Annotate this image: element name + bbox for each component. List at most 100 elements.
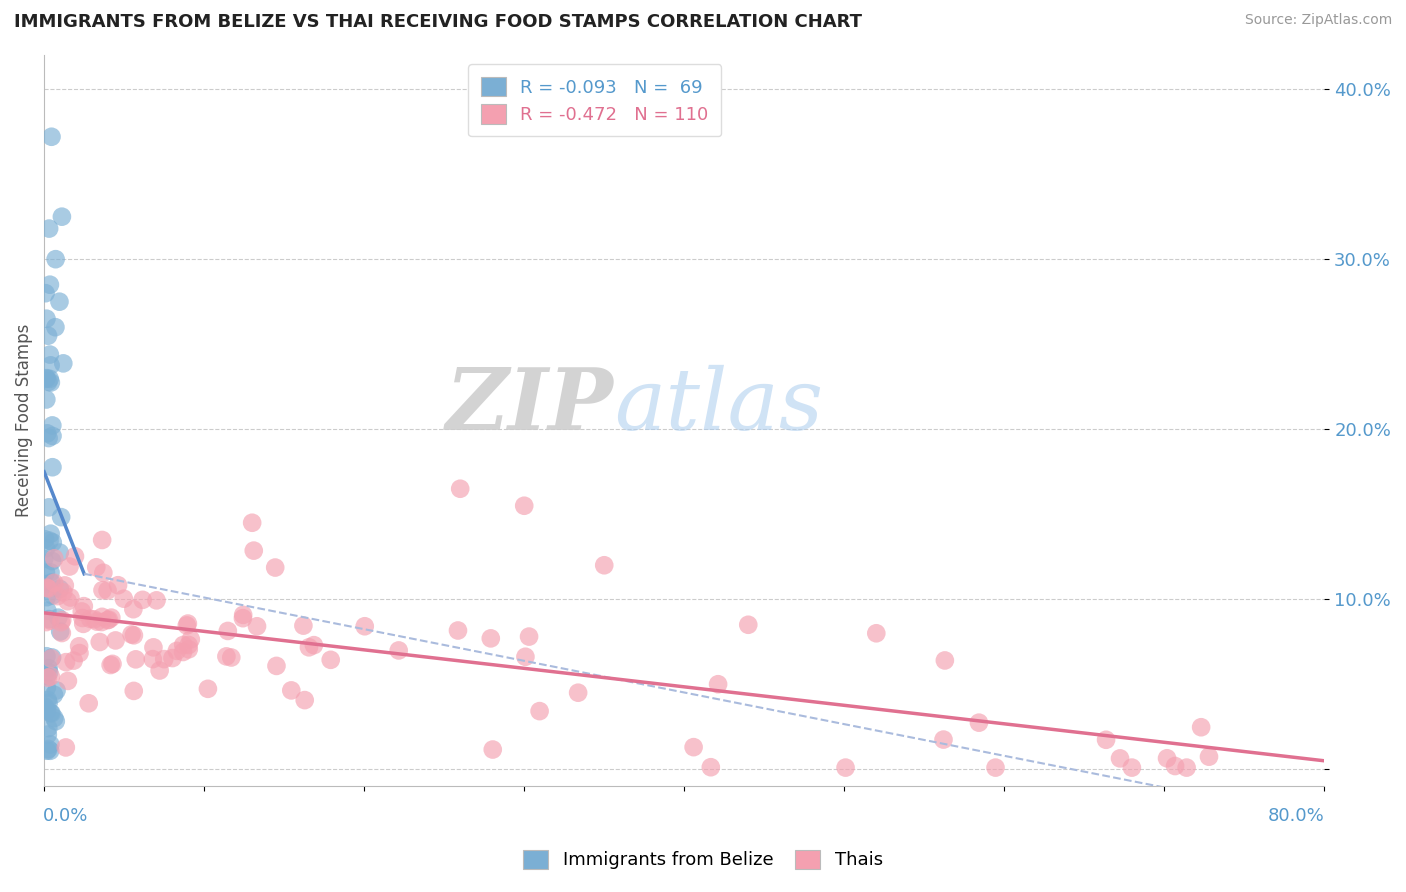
- Point: [53, 578, 76, 592]
- Point: [32, 552, 55, 566]
- Point: [1156, 751, 1178, 765]
- Point: [34, 699, 56, 714]
- Point: [44, 551, 66, 566]
- Point: [1175, 761, 1198, 775]
- Text: Source: ZipAtlas.com: Source: ZipAtlas.com: [1244, 13, 1392, 28]
- Point: [91, 533, 114, 547]
- Point: [35, 371, 58, 385]
- Point: [35, 392, 58, 407]
- Point: [72, 616, 94, 631]
- Point: [125, 652, 148, 666]
- Point: [73, 599, 96, 614]
- Point: [700, 760, 723, 774]
- Point: [37, 693, 59, 707]
- Point: [55, 655, 77, 669]
- Point: [41, 429, 63, 443]
- Point: [48, 294, 70, 309]
- Point: [44, 711, 66, 725]
- Point: [865, 626, 887, 640]
- Point: [246, 619, 269, 633]
- Point: [149, 664, 172, 678]
- Point: [121, 627, 143, 641]
- Point: [97, 583, 120, 598]
- Point: [217, 624, 239, 638]
- Point: [32, 577, 55, 591]
- Point: [37, 328, 59, 343]
- Point: [567, 686, 589, 700]
- Point: [35, 581, 58, 595]
- Point: [142, 652, 165, 666]
- Point: [449, 482, 471, 496]
- Point: [45, 683, 67, 698]
- Point: [292, 618, 315, 632]
- Point: [131, 592, 153, 607]
- Point: [63, 549, 86, 564]
- Point: [39, 376, 62, 390]
- Point: [984, 761, 1007, 775]
- Text: IMMIGRANTS FROM BELIZE VS THAI RECEIVING FOOD STAMPS CORRELATION CHART: IMMIGRANTS FROM BELIZE VS THAI RECEIVING…: [14, 13, 862, 31]
- Point: [122, 684, 145, 698]
- Point: [515, 649, 537, 664]
- Point: [39, 566, 62, 580]
- Point: [934, 653, 956, 667]
- Point: [100, 658, 122, 673]
- Point: [39, 526, 62, 541]
- Point: [153, 652, 176, 666]
- Point: [35, 590, 58, 604]
- Point: [122, 628, 145, 642]
- Point: [69, 646, 91, 660]
- Point: [37, 727, 59, 741]
- Point: [39, 669, 62, 683]
- Legend: R = -0.093   N =  69, R = -0.472   N = 110: R = -0.093 N = 69, R = -0.472 N = 110: [468, 64, 721, 136]
- Point: [55, 740, 77, 755]
- Point: [240, 516, 263, 530]
- Point: [35, 669, 58, 683]
- Point: [51, 626, 73, 640]
- Point: [100, 610, 122, 624]
- Point: [39, 744, 62, 758]
- Point: [682, 740, 704, 755]
- Point: [49, 510, 72, 524]
- Point: [104, 633, 127, 648]
- Point: [44, 320, 66, 334]
- Point: [52, 585, 75, 599]
- Point: [264, 560, 287, 574]
- Point: [97, 613, 120, 627]
- Y-axis label: Receiving Food Stamps: Receiving Food Stamps: [15, 324, 32, 517]
- Point: [266, 659, 288, 673]
- Point: [232, 607, 254, 622]
- Point: [42, 688, 65, 702]
- Point: [177, 642, 200, 657]
- Point: [1095, 732, 1118, 747]
- Text: 80.0%: 80.0%: [1268, 806, 1324, 825]
- Point: [77, 696, 100, 710]
- Point: [38, 277, 60, 292]
- Point: [38, 431, 60, 445]
- Point: [37, 671, 59, 685]
- Point: [215, 649, 238, 664]
- Point: [39, 614, 62, 628]
- Point: [388, 643, 411, 657]
- Point: [46, 610, 69, 624]
- Point: [1109, 751, 1132, 765]
- Point: [37, 426, 59, 441]
- Text: 0.0%: 0.0%: [42, 806, 89, 825]
- Point: [38, 612, 60, 626]
- Point: [529, 704, 551, 718]
- Point: [59, 591, 82, 605]
- Point: [89, 635, 111, 649]
- Point: [79, 612, 101, 626]
- Point: [38, 500, 60, 515]
- Point: [35, 615, 58, 629]
- Point: [91, 566, 114, 580]
- Point: [38, 665, 60, 680]
- Point: [166, 644, 188, 658]
- Point: [38, 347, 60, 361]
- Point: [967, 715, 990, 730]
- Point: [35, 372, 58, 386]
- Point: [84, 560, 107, 574]
- Point: [1198, 749, 1220, 764]
- Point: [481, 742, 503, 756]
- Point: [45, 714, 67, 729]
- Point: [39, 738, 62, 752]
